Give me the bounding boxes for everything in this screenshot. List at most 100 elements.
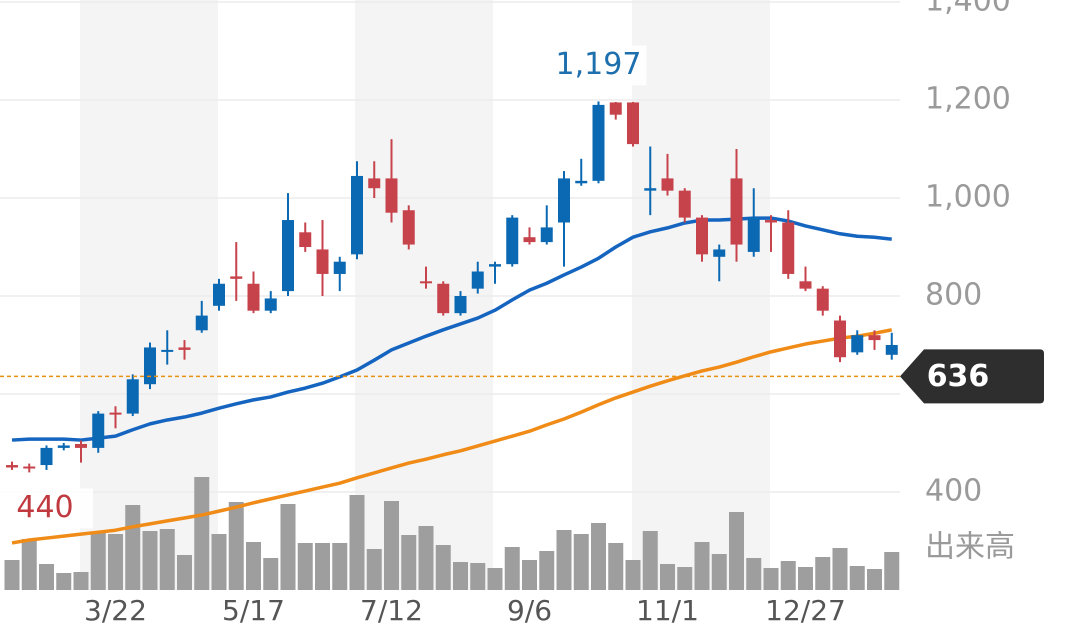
volume-bar — [401, 535, 417, 590]
candle-body — [316, 249, 329, 274]
candle-body — [592, 104, 605, 181]
volume-bar — [573, 534, 589, 590]
candle-body — [351, 175, 363, 255]
volume-bar — [297, 543, 313, 590]
volume-bar — [315, 543, 330, 590]
candle-body — [282, 220, 294, 292]
volume-bar — [142, 531, 158, 590]
volume-bar — [366, 549, 382, 590]
price-tag — [900, 349, 1044, 404]
volume-bar — [504, 547, 520, 590]
x-tick-label: 3/22 — [84, 594, 147, 627]
volume-bar — [849, 566, 865, 590]
annotation-bg — [0, 488, 93, 529]
volume-bar — [815, 557, 831, 590]
candle-body — [126, 379, 139, 414]
volume-bar — [729, 512, 744, 590]
volume-bar — [211, 534, 227, 590]
candle-body — [885, 345, 898, 355]
volume-bar — [418, 526, 434, 590]
candle-body — [213, 283, 225, 306]
volume-bar — [384, 501, 399, 590]
candle-body — [696, 217, 708, 255]
candle-body — [782, 222, 795, 274]
candle-body — [420, 281, 432, 284]
candle-body — [92, 413, 105, 448]
volume-bar — [539, 551, 555, 590]
volume-bar — [332, 543, 348, 590]
candle-body — [368, 178, 381, 189]
candle-body — [23, 466, 36, 469]
current-price-label: 636 — [927, 359, 990, 394]
volume-bar — [108, 534, 123, 590]
candle-body — [402, 210, 415, 245]
candle-body — [454, 296, 467, 314]
volume-bar — [453, 562, 468, 590]
moving-average — [11, 328, 893, 545]
volume-bar — [39, 564, 54, 590]
x-tick-label: 11/1 — [636, 594, 699, 627]
y-tick-label: 1,400 — [925, 0, 1011, 19]
annotation-bg — [550, 45, 647, 86]
volume-bar — [780, 561, 796, 590]
candle-body — [57, 445, 70, 448]
y-tick-label: 1,000 — [925, 180, 1011, 215]
candle-body — [609, 102, 622, 115]
candle-body — [230, 276, 243, 279]
volume-bar — [884, 552, 900, 590]
volume-bar — [642, 531, 658, 590]
candle-body — [437, 283, 450, 314]
candle-body — [195, 315, 208, 331]
volume-bar — [867, 569, 882, 590]
candle-body — [489, 264, 501, 267]
candle-body — [264, 298, 277, 311]
candle-body — [799, 281, 812, 289]
y-tick-label: 400 — [925, 474, 982, 509]
volume-bar — [608, 543, 624, 590]
candle-body — [40, 447, 53, 466]
volume-bar — [194, 477, 210, 590]
y-tick-label: 800 — [925, 278, 982, 313]
volume-bar — [522, 560, 537, 590]
period-band — [632, 0, 770, 590]
volume-bar — [677, 567, 693, 590]
volume-bar — [4, 560, 20, 590]
candle-body — [834, 320, 846, 358]
volume-bar — [763, 568, 779, 590]
candle-body — [161, 349, 174, 352]
volume-bar — [694, 542, 710, 590]
volume-bar — [73, 572, 89, 590]
candle-body — [627, 102, 639, 145]
volume-bar — [56, 573, 72, 590]
candle-body — [868, 335, 881, 341]
candle-body — [178, 347, 191, 350]
volume-bar — [246, 542, 261, 590]
annotation: 1,197 — [556, 47, 642, 82]
volume-bar — [349, 495, 365, 590]
candle-body — [540, 227, 553, 243]
annotation: 440 — [16, 490, 73, 525]
candle-body — [333, 261, 346, 274]
candle-body — [558, 178, 570, 223]
candle-body — [471, 271, 484, 289]
candle-body — [385, 178, 398, 213]
candle-body — [851, 335, 864, 353]
volume-bar — [711, 554, 727, 590]
candle-body — [661, 178, 674, 191]
x-tick-label: 7/12 — [360, 594, 423, 627]
candle-body — [75, 443, 87, 448]
candle-body — [523, 237, 536, 243]
volume-bar — [591, 523, 606, 590]
volume-bar — [487, 568, 503, 590]
candle-body — [747, 217, 760, 252]
candle-body — [299, 232, 312, 247]
volume-bar — [228, 502, 244, 590]
y-tick-label: 1,200 — [925, 82, 1011, 117]
volume-bar — [90, 532, 106, 590]
volume-bar — [21, 539, 37, 590]
candle-body — [109, 412, 122, 415]
volume-bar — [660, 564, 675, 590]
volume-bar — [832, 548, 848, 590]
volume-bar — [556, 530, 572, 590]
